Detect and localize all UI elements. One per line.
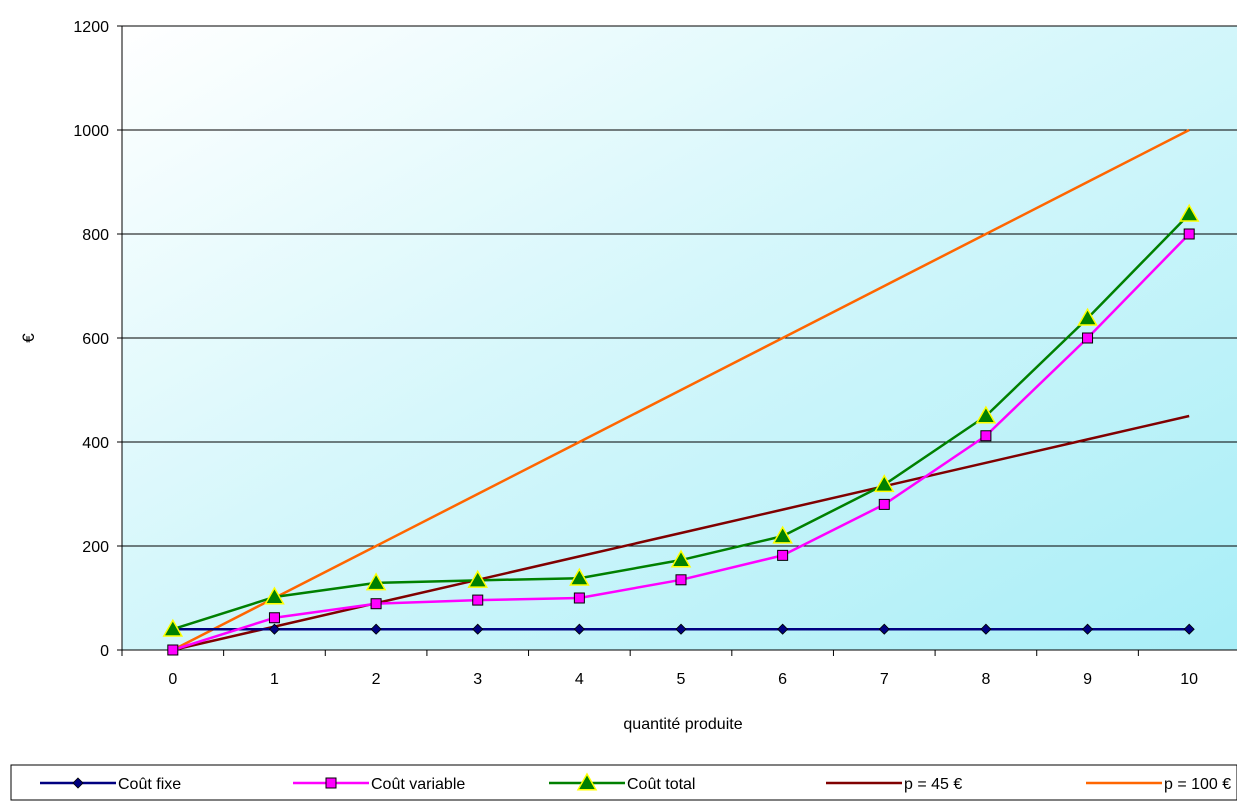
x-axis-label: quantité produite <box>623 716 742 733</box>
data-point <box>370 623 382 635</box>
data-point <box>472 594 484 606</box>
data-point <box>878 623 890 635</box>
axes: 0 200 400 600 800 1000 1200 0 1 2 3 4 5 6 7 8 9 10 <box>73 19 1237 688</box>
data-point <box>268 612 280 624</box>
data-point <box>569 567 590 586</box>
x-tick-label: 4 <box>575 671 584 688</box>
data-point <box>878 498 890 510</box>
data-point <box>980 623 992 635</box>
y-axis-label: € <box>19 333 38 343</box>
legend-label: p = 45 € <box>904 776 962 793</box>
data-point <box>472 623 484 635</box>
x-tick-label: 1 <box>270 671 279 688</box>
data-point <box>670 549 692 568</box>
data-point <box>467 569 489 588</box>
x-tick-label: 9 <box>1083 671 1092 688</box>
data-point <box>777 549 789 561</box>
data-point <box>573 623 585 635</box>
series-line <box>172 414 1190 652</box>
x-tick-label: 2 <box>372 671 381 688</box>
x-tick-label: 8 <box>981 671 990 688</box>
data-point <box>1183 228 1195 240</box>
data-point <box>1077 307 1098 326</box>
x-tick-label: 5 <box>677 671 686 688</box>
data-point <box>268 623 281 635</box>
y-tick-label: 600 <box>82 331 109 348</box>
legend-label: Coût total <box>627 776 695 793</box>
y-tick-label: 400 <box>82 435 109 452</box>
data-point <box>1082 332 1094 344</box>
legend-label: p = 100 € <box>1164 776 1231 793</box>
x-tick-label: 10 <box>1180 671 1198 688</box>
data-point <box>1183 623 1195 635</box>
data-point <box>264 586 285 605</box>
y-tick-label: 1000 <box>73 123 109 140</box>
y-tick-label: 1200 <box>73 19 109 36</box>
legend-label: Coût fixe <box>118 776 181 793</box>
data-point <box>167 644 179 656</box>
legend-swatch-marker <box>325 777 337 789</box>
x-tick-label: 6 <box>778 671 787 688</box>
series-line <box>172 128 1190 652</box>
legend-swatch-marker <box>576 772 598 791</box>
gridlines <box>122 25 1237 547</box>
series-markers <box>162 203 1200 656</box>
data-point <box>162 618 184 637</box>
data-point <box>777 623 789 635</box>
y-tick-label: 200 <box>82 539 109 556</box>
data-point <box>573 592 585 604</box>
data-point <box>365 572 387 591</box>
data-point <box>980 430 992 442</box>
y-tick-label: 800 <box>82 227 109 244</box>
data-point <box>975 405 997 424</box>
data-point <box>873 474 895 493</box>
data-point <box>1178 203 1200 222</box>
legend: Coût fixe Coût variable Coût total p = 45 €… <box>40 772 1231 793</box>
legend-label: Coût variable <box>371 776 465 793</box>
data-point <box>675 574 687 586</box>
data-point <box>772 525 793 544</box>
y-tick-label: 0 <box>100 643 109 660</box>
x-tick-label: 7 <box>880 671 889 688</box>
data-point <box>1081 623 1094 635</box>
x-tick-label: 0 <box>168 671 177 688</box>
data-point <box>370 598 382 610</box>
data-point <box>675 623 687 635</box>
legend-swatch-marker <box>72 777 84 789</box>
x-tick-label: 3 <box>473 671 482 688</box>
